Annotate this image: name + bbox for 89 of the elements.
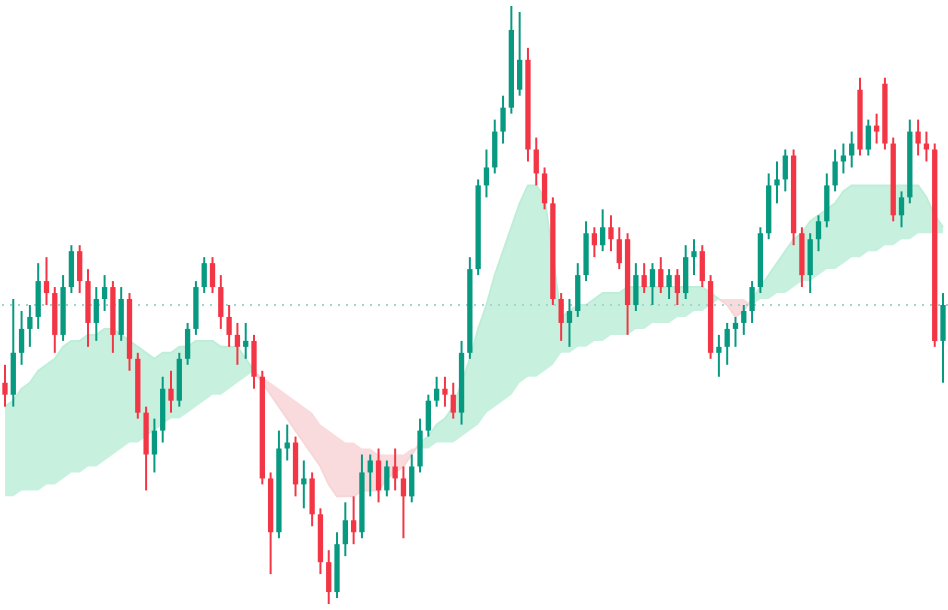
candlestick xyxy=(633,262,639,312)
candlestick xyxy=(284,423,290,462)
candlestick xyxy=(43,256,50,306)
candlestick xyxy=(367,453,373,498)
candlestick xyxy=(641,262,647,295)
candlestick xyxy=(384,459,390,498)
candlestick xyxy=(18,309,25,366)
candlestick xyxy=(749,280,755,324)
candlestick xyxy=(326,549,332,605)
candlestick xyxy=(292,435,299,498)
candlestick xyxy=(27,304,33,348)
candlestick xyxy=(35,262,41,330)
candlestick xyxy=(52,286,58,354)
candlestick xyxy=(940,292,946,384)
candlestick xyxy=(666,268,672,301)
candlestick xyxy=(832,148,838,193)
candlestick xyxy=(799,226,805,289)
candlestick xyxy=(176,351,182,408)
candlestick xyxy=(342,501,348,558)
candlestick xyxy=(699,244,705,289)
candlestick xyxy=(10,298,16,408)
candlestick xyxy=(251,333,257,390)
candlestick xyxy=(375,447,382,504)
candlestick xyxy=(716,333,722,378)
candlestick xyxy=(575,262,581,318)
candlestick xyxy=(774,160,780,205)
candlestick xyxy=(243,321,249,360)
candlestick xyxy=(193,280,199,336)
candlestick xyxy=(915,118,921,157)
candlestick xyxy=(849,130,855,169)
candlestick xyxy=(77,244,83,295)
candlestick xyxy=(442,375,448,408)
candlestick xyxy=(417,417,423,474)
candlestick xyxy=(649,262,656,306)
candlestick xyxy=(691,238,697,277)
candlestick xyxy=(782,148,788,193)
candlestick xyxy=(2,363,8,408)
candlestick xyxy=(218,274,224,330)
candlestick xyxy=(600,208,606,253)
candlestick xyxy=(433,375,440,408)
candlestick xyxy=(500,94,506,145)
candlestick xyxy=(93,286,99,342)
candlestick xyxy=(334,531,340,600)
candlestick xyxy=(450,381,456,420)
candlestick xyxy=(143,405,149,492)
candlestick xyxy=(608,214,614,253)
candlestick xyxy=(683,244,689,301)
candlestick xyxy=(151,417,158,474)
candlestick xyxy=(60,274,66,342)
candlestick xyxy=(898,190,905,229)
candlestick xyxy=(533,136,539,187)
candlestick xyxy=(425,393,431,438)
candlestick xyxy=(234,321,241,366)
candlestick xyxy=(392,447,398,492)
candlestick xyxy=(118,286,124,342)
candlestick xyxy=(184,321,191,366)
candlestick xyxy=(110,280,116,354)
candlestick xyxy=(865,118,871,157)
candlestick xyxy=(541,166,548,211)
candlestick xyxy=(732,315,739,348)
candlestick xyxy=(101,274,108,312)
candlestick xyxy=(317,507,324,576)
candlestick xyxy=(824,172,830,229)
candlestick xyxy=(724,321,730,366)
candlestick xyxy=(558,292,564,342)
candlestick xyxy=(566,298,573,348)
candlestick xyxy=(201,256,207,295)
candlestick xyxy=(85,268,91,348)
candlestick xyxy=(815,214,822,253)
candlestick xyxy=(766,172,772,241)
candlestick xyxy=(591,226,598,259)
candlestick xyxy=(350,495,357,546)
candlestick xyxy=(209,256,216,295)
candlestick xyxy=(68,244,75,295)
candlestick xyxy=(226,304,232,348)
candlestick xyxy=(309,471,315,528)
candlestick xyxy=(807,232,813,295)
candlestick xyxy=(160,375,166,444)
candlestick xyxy=(483,148,490,199)
candlestick xyxy=(674,268,681,306)
candlestick xyxy=(301,459,307,510)
candlestick xyxy=(583,220,589,283)
candlestick xyxy=(658,256,664,295)
candlestick xyxy=(492,118,498,175)
candlestick xyxy=(168,369,174,414)
candlestick xyxy=(409,453,415,504)
candlestick xyxy=(741,304,747,336)
candlestick xyxy=(923,130,930,163)
candlestick xyxy=(400,465,407,540)
